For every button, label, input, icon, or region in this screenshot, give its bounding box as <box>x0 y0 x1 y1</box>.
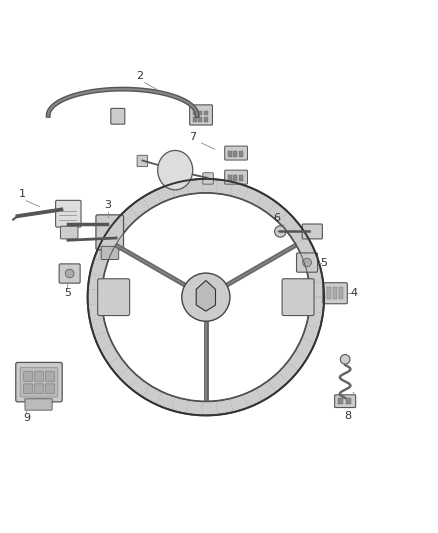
Bar <box>228 151 232 157</box>
Text: 2: 2 <box>137 71 144 81</box>
FancyBboxPatch shape <box>111 108 125 124</box>
Circle shape <box>275 226 286 237</box>
Circle shape <box>303 258 311 267</box>
Bar <box>193 117 197 122</box>
Bar <box>233 175 237 181</box>
Text: 9: 9 <box>24 413 31 423</box>
Circle shape <box>340 354 350 364</box>
FancyBboxPatch shape <box>20 368 58 397</box>
Bar <box>239 175 243 181</box>
FancyBboxPatch shape <box>302 224 322 239</box>
Ellipse shape <box>158 150 193 190</box>
FancyBboxPatch shape <box>56 200 81 227</box>
Bar <box>198 117 202 122</box>
FancyBboxPatch shape <box>24 372 32 381</box>
Bar <box>339 287 343 300</box>
Bar <box>204 111 208 115</box>
Text: 6: 6 <box>273 213 280 223</box>
Text: 7: 7 <box>189 132 196 142</box>
FancyBboxPatch shape <box>282 279 314 316</box>
Text: 8: 8 <box>344 411 351 421</box>
FancyBboxPatch shape <box>59 264 80 283</box>
FancyBboxPatch shape <box>60 226 78 239</box>
Bar <box>338 398 343 404</box>
FancyBboxPatch shape <box>35 372 43 381</box>
FancyBboxPatch shape <box>46 372 54 381</box>
Bar <box>204 117 208 122</box>
FancyBboxPatch shape <box>35 384 43 393</box>
FancyBboxPatch shape <box>190 105 212 125</box>
Text: 5: 5 <box>321 257 328 268</box>
Bar <box>198 111 202 115</box>
Bar <box>327 287 331 300</box>
Circle shape <box>182 273 230 321</box>
Text: 3: 3 <box>105 200 112 211</box>
FancyBboxPatch shape <box>203 173 213 184</box>
Text: 4: 4 <box>350 288 357 298</box>
FancyBboxPatch shape <box>16 362 62 402</box>
Bar <box>333 287 337 300</box>
FancyBboxPatch shape <box>101 246 119 260</box>
FancyBboxPatch shape <box>137 155 148 167</box>
Bar <box>239 151 243 157</box>
FancyBboxPatch shape <box>323 282 347 304</box>
Circle shape <box>65 269 74 278</box>
FancyBboxPatch shape <box>297 253 318 272</box>
FancyBboxPatch shape <box>225 170 247 184</box>
Text: 5: 5 <box>64 288 71 298</box>
FancyBboxPatch shape <box>96 215 124 250</box>
FancyBboxPatch shape <box>225 146 247 160</box>
Bar <box>228 175 232 181</box>
Bar <box>346 398 351 404</box>
FancyBboxPatch shape <box>335 395 356 408</box>
FancyBboxPatch shape <box>98 279 130 316</box>
Bar <box>193 111 197 115</box>
Polygon shape <box>196 280 215 311</box>
FancyBboxPatch shape <box>25 399 52 410</box>
FancyBboxPatch shape <box>46 384 54 393</box>
FancyBboxPatch shape <box>24 384 32 393</box>
Text: 1: 1 <box>18 190 25 199</box>
Bar <box>233 151 237 157</box>
